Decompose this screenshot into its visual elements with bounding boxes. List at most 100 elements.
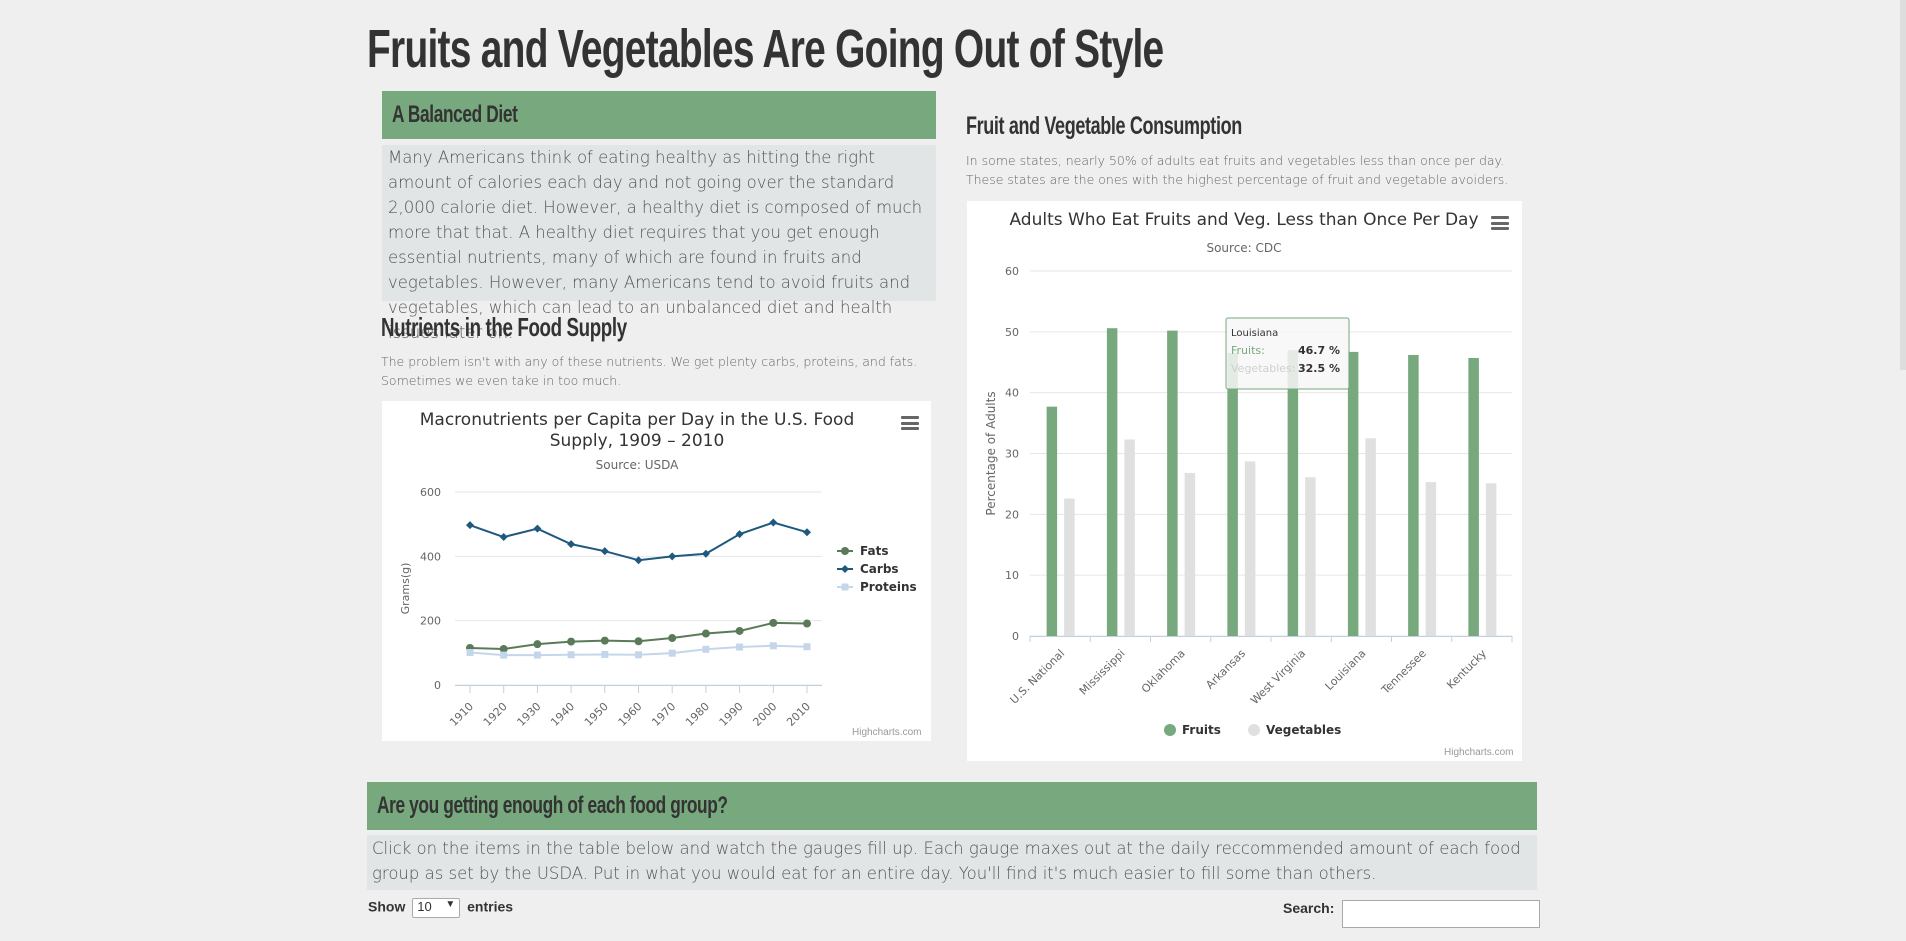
y-axis-title: Grams(g) [399,563,412,615]
tooltip-value: 32.5 % [1298,362,1340,375]
bar-fruits [1046,406,1058,636]
y-tick-label: 30 [1005,448,1019,461]
data-point [735,530,744,539]
table-length-control: Show 10 ▼ entries [368,898,513,918]
bar-fruits [1106,328,1118,636]
bar-vegetables [1064,498,1075,636]
chart-menu-icon[interactable] [901,416,919,430]
chart-title: Macronutrients per Capita per Day in the… [420,410,855,430]
consumption-text: In some states, nearly 50% of adults eat… [966,153,1509,187]
x-tick-label: 1960 [616,700,645,729]
data-point [735,626,744,635]
nutrients-text: The problem isn't with any of these nutr… [381,354,918,388]
tooltip-series-label: Vegetables: [1231,362,1296,375]
data-point [567,540,576,549]
bar-vegetables [1305,477,1316,636]
window-scrollbar[interactable] [1900,0,1906,370]
show-label: Show [368,898,406,915]
y-tick-label: 40 [1005,387,1019,400]
x-tick-label: 1990 [717,700,746,729]
data-point [701,549,710,558]
legend-marker [841,565,849,573]
nutrients-heading: Nutrients in the Food Supply [381,312,627,342]
tooltip-series-label: Fruits: [1231,344,1265,357]
data-point [668,552,677,561]
consumption-heading: Fruit and Vegetable Consumption [966,112,1242,140]
fruit-veg-chart-svg: Adults Who Eat Fruits and Veg. Less than… [984,210,1513,737]
legend-marker [841,547,849,555]
legend-label-fats: Fats [860,544,888,558]
x-tick-label: 1980 [683,700,712,729]
x-tick-label: Oklahoma [1139,647,1188,696]
data-point [769,618,778,627]
y-tick-label: 10 [1005,569,1019,582]
data-point [533,640,542,649]
bar-fruits [1468,357,1479,636]
chart-title: Adults Who Eat Fruits and Veg. Less than… [1009,210,1478,230]
legend-marker [841,583,849,591]
y-tick-label: 0 [434,679,441,692]
data-point [601,650,609,658]
x-tick-label: 1910 [447,700,476,729]
data-point [803,528,811,537]
x-tick-label: Kentucky [1444,647,1489,692]
bar-fruits [1167,330,1178,636]
legend-label-proteins: Proteins [860,580,917,594]
y-tick-label: 600 [420,486,441,499]
bar-vegetables [1244,461,1256,636]
chart-subtitle: Source: USDA [596,458,680,472]
y-tick-label: 200 [420,615,441,628]
data-point [499,533,508,542]
data-point [600,636,609,645]
x-tick-label: 1930 [515,700,544,729]
data-point [803,619,811,628]
x-tick-label: 2000 [750,700,779,729]
legend-label-carbs: Carbs [860,562,899,576]
x-tick-label: 1950 [582,700,611,729]
y-axis-title: Percentage of Adults [984,391,998,515]
data-point [500,651,508,659]
entries-length-select[interactable]: 10 ▼ [412,898,461,918]
data-point [567,651,575,659]
data-point [736,643,744,651]
bar-fruits [1347,351,1359,636]
series-line-carbs [469,521,808,562]
entries-label: entries [467,898,514,915]
data-point [499,644,508,653]
data-point [533,524,542,533]
chart-menu-icon[interactable] [1491,216,1509,230]
bar-fruits [1287,350,1299,636]
chart-subtitle: Source: CDC [1206,241,1281,255]
data-point [701,629,710,638]
search-label: Search: [1283,900,1335,916]
tooltip-category: Louisiana [1231,328,1278,339]
x-tick-label: 1920 [481,700,510,729]
x-tick-label: West Virginia [1248,647,1308,707]
search-input[interactable] [1342,900,1540,928]
data-point [567,637,576,646]
bar-fruits [1408,354,1419,636]
chart-credits[interactable]: Highcharts.com [1444,747,1514,758]
x-tick-label: Mississippi [1077,647,1128,698]
macronutrients-chart: Macronutrients per Capita per Day in the… [382,401,931,741]
data-point [702,645,710,653]
legend-marker [1248,724,1260,736]
balanced-diet-heading: A Balanced Diet [392,101,518,128]
legend-label-vegetables: Vegetables [1266,723,1341,737]
data-point [634,556,643,565]
balanced-diet-text: Many Americans think of eating healthy a… [382,145,936,342]
balanced-diet-header: A Balanced Diet [382,91,936,139]
data-point [635,651,642,659]
food-group-text: Click on the items in the table below an… [367,835,1537,890]
y-tick-label: 20 [1005,508,1019,521]
entries-length-value: 10 [417,899,432,914]
data-point [600,547,609,556]
fruit-veg-chart: Adults Who Eat Fruits and Veg. Less than… [967,201,1522,761]
x-tick-label: Louisiana [1323,647,1369,693]
x-tick-label: 2010 [784,700,813,729]
chart-credits[interactable]: Highcharts.com [852,727,922,738]
chart-tooltip: Louisiana Fruits: 46.7 %Vegetables: 32.5 % [1225,317,1350,390]
bar-vegetables [1184,472,1196,636]
x-tick-label: 1940 [548,700,577,729]
bar-fruits [1227,353,1238,636]
